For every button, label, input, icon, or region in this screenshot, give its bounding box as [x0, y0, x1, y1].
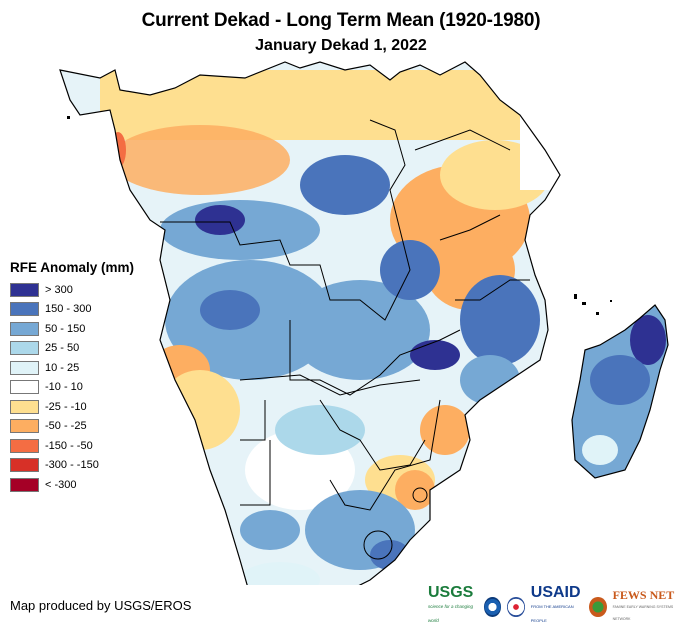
legend-item: -50 - -25: [10, 417, 134, 437]
legend-label: < -300: [45, 478, 77, 491]
legend-swatch: [10, 438, 39, 453]
fews-logo: FEWS NET FAMINE EARLY WARNING SYSTEMS NE…: [613, 589, 682, 625]
usaid-logo-text: USAID: [530, 584, 581, 601]
anomaly-map: [59, 61, 669, 585]
legend-swatch: [10, 341, 39, 356]
map-credit: Map produced by USGS/EROS: [10, 598, 192, 613]
islands: [67, 116, 612, 315]
legend-item: 150 - 300: [10, 300, 134, 320]
legend-label: -25 - -10: [45, 400, 87, 413]
legend-label: -300 - -150: [45, 459, 99, 472]
legend-label: -150 - -50: [45, 439, 93, 452]
legend-swatch: [10, 321, 39, 336]
fews-logo-text: FEWS NET: [612, 588, 675, 602]
usaid-tagline: FROM THE AMERICAN PEOPLE: [530, 604, 574, 623]
legend-item: -10 - 10: [10, 378, 134, 398]
legend-swatch: [10, 399, 39, 414]
legend-item: < -300: [10, 475, 134, 495]
legend-label: 50 - 150: [45, 322, 86, 335]
legend-item: 50 - 150: [10, 319, 134, 339]
legend-swatch: [10, 380, 39, 395]
fews-globe-icon: [589, 597, 607, 617]
continent-fill: [60, 62, 560, 585]
legend-label: -50 - -25: [45, 420, 87, 433]
usaid-seal-icon: [507, 597, 525, 617]
legend-item: 25 - 50: [10, 339, 134, 359]
legend-swatch: [10, 477, 39, 492]
legend-label: 150 - 300: [45, 303, 92, 316]
map-title: Current Dekad - Long Term Mean (1920-198…: [141, 10, 541, 31]
usgs-logo: USGS science for a changing world: [428, 584, 478, 628]
usaid-logo: USAID FROM THE AMERICAN PEOPLE: [530, 584, 583, 628]
legend-title: RFE Anomaly (mm): [10, 260, 135, 275]
legend-swatch: [10, 282, 39, 297]
legend-swatch: [10, 419, 39, 434]
legend-swatch: [10, 360, 39, 375]
fews-tagline: FAMINE EARLY WARNING SYSTEMS NETWORK: [612, 605, 674, 621]
legend-swatch: [10, 458, 39, 473]
legend-label: 25 - 50: [45, 342, 80, 355]
legend-item: 10 - 25: [10, 358, 134, 378]
legend-label: 10 - 25: [45, 361, 80, 374]
madagascar-fill: [572, 305, 668, 478]
legend-item: -300 - -150: [10, 456, 134, 476]
noaa-logo-icon: [483, 597, 502, 617]
logos: USGS science for a changing world USAID …: [428, 584, 682, 628]
map-subtitle: January Dekad 1, 2022: [255, 37, 427, 54]
country-borders: [160, 119, 530, 560]
legend-item: -25 - -10: [10, 397, 134, 417]
legend-swatch: [10, 302, 39, 317]
legend-label: -10 - 10: [45, 381, 83, 394]
legend-item: -150 - -50: [10, 436, 134, 456]
usgs-tagline: science for a changing world: [428, 604, 474, 623]
legend-item: > 300: [10, 280, 134, 300]
legend-label: > 300: [45, 283, 73, 296]
usgs-logo-text: USGS: [428, 584, 474, 601]
legend: RFE Anomaly (mm) > 300 150 - 300 50 - 150 2…: [10, 260, 134, 495]
